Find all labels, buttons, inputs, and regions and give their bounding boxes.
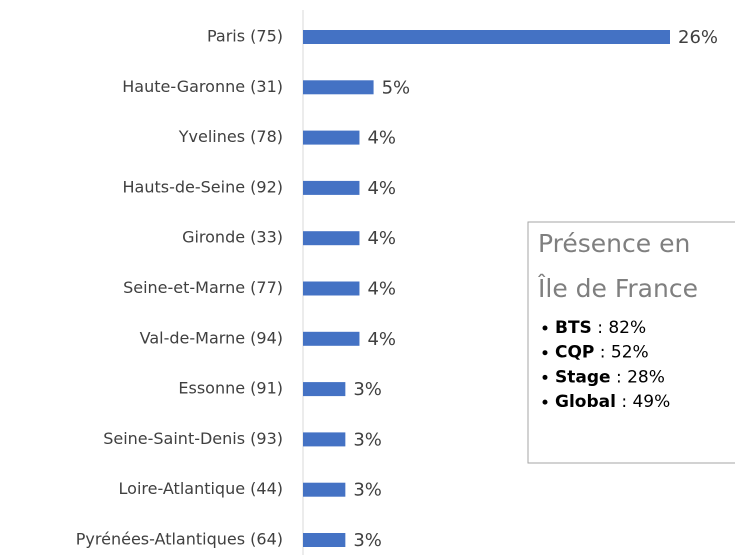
item-text: : 52%	[594, 343, 648, 363]
bar	[303, 533, 346, 547]
category-label: Seine-Saint-Denis (93)	[103, 429, 283, 448]
category-label: Paris (75)	[207, 27, 283, 46]
item-label: Stage	[555, 367, 611, 387]
category-label: Hauts-de-Seine (92)	[123, 177, 284, 196]
bar	[303, 331, 360, 346]
category-label: Yvelines (78)	[178, 127, 283, 146]
item-text: : 82%	[592, 318, 646, 338]
category-label: Loire-Atlantique (44)	[119, 479, 283, 498]
value-label: 5%	[382, 77, 411, 98]
category-label: Gironde (33)	[182, 228, 283, 247]
bar	[303, 231, 360, 246]
value-label: 3%	[353, 379, 382, 400]
category-label: Val-de-Marne (94)	[140, 328, 283, 347]
annotation-title: Présence en	[538, 229, 690, 258]
value-label: 26%	[678, 27, 718, 48]
bar	[303, 80, 374, 95]
bar	[303, 482, 346, 497]
annotation-item: CQP : 52%	[555, 343, 649, 363]
value-label: 4%	[367, 279, 396, 300]
value-label: 4%	[367, 128, 396, 149]
value-label: 4%	[367, 329, 396, 350]
annotation-box	[527, 221, 735, 464]
value-label: 4%	[367, 178, 396, 199]
bar	[303, 30, 670, 44]
bar	[303, 432, 346, 447]
value-label: 3%	[353, 480, 382, 501]
value-label: 4%	[367, 228, 396, 249]
bar	[303, 180, 360, 195]
value-label: 3%	[353, 530, 382, 551]
item-label: CQP	[555, 343, 594, 363]
annotation-item: Global : 49%	[555, 392, 670, 412]
category-label: Essonne (91)	[178, 379, 283, 398]
bullet	[542, 325, 548, 331]
bullet	[542, 374, 548, 380]
bullet	[542, 399, 548, 405]
annotation-title: Île de France	[537, 274, 698, 303]
annotation-item: Stage : 28%	[555, 367, 665, 387]
bar	[303, 382, 346, 397]
bar	[303, 130, 360, 145]
item-label: Global	[555, 392, 616, 412]
item-text: : 49%	[616, 392, 670, 412]
category-label: Pyrénées-Atlantiques (64)	[76, 530, 283, 549]
annotation-item: BTS : 82%	[555, 318, 646, 338]
value-label: 3%	[353, 429, 382, 450]
category-label: Haute-Garonne (31)	[122, 77, 283, 96]
item-label: BTS	[555, 318, 592, 338]
category-label: Seine-et-Marne (77)	[123, 278, 283, 297]
item-text: : 28%	[611, 367, 665, 387]
bar	[303, 281, 360, 296]
bullet	[542, 350, 548, 356]
